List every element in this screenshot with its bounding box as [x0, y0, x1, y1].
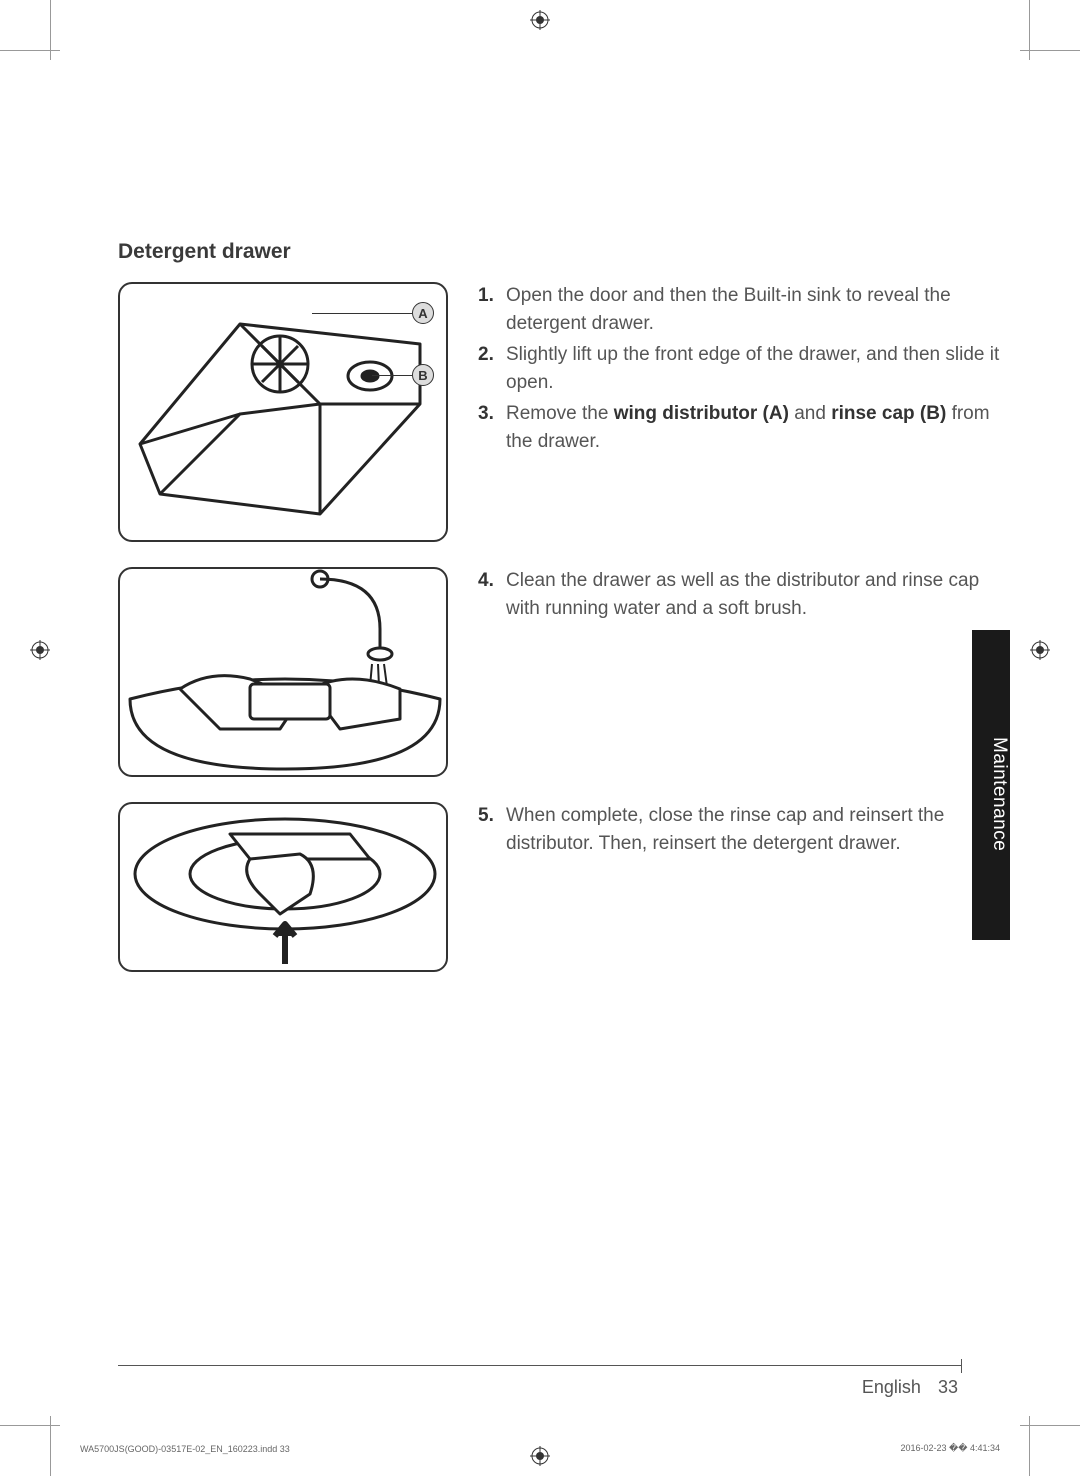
print-filename: WA5700JS(GOOD)-03517E-02_EN_160223.indd …: [80, 1444, 290, 1454]
callout-label-b: B: [412, 364, 434, 386]
step-item: 2. Slightly lift up the front edge of th…: [478, 341, 1010, 396]
step-item: 3. Remove the wing distributor (A) and r…: [478, 400, 1010, 455]
step-number: 4.: [478, 567, 506, 622]
section-tab: Maintenance: [972, 630, 1010, 940]
step-text: Open the door and then the Built-in sink…: [506, 282, 1010, 337]
step-number: 5.: [478, 802, 506, 857]
callout-label-a: A: [412, 302, 434, 324]
print-timestamp: 2016-02-23 �� 4:41:34: [900, 1443, 1000, 1454]
crop-mark: [1029, 0, 1030, 60]
footer-page-number: 33: [938, 1377, 958, 1397]
illustration-reinsert: [118, 802, 448, 972]
callout-leader: [312, 313, 412, 314]
crop-mark: [50, 0, 51, 60]
step-item: 1. Open the door and then the Built-in s…: [478, 282, 1010, 337]
step-number: 3.: [478, 400, 506, 455]
footer-language: English: [862, 1377, 921, 1397]
crop-mark: [0, 1425, 60, 1426]
step-text: Slightly lift up the front edge of the d…: [506, 341, 1010, 396]
crop-mark: [0, 50, 60, 51]
instruction-row: 4. Clean the drawer as well as the distr…: [118, 567, 1010, 777]
steps-block-1: 1. Open the door and then the Built-in s…: [478, 282, 1010, 542]
registration-mark-icon: [530, 10, 550, 30]
steps-block-2: 4. Clean the drawer as well as the distr…: [478, 567, 1010, 777]
step-bold: wing distributor (A): [614, 403, 789, 424]
steps-block-3: 5. When complete, close the rinse cap an…: [478, 802, 1010, 972]
footer-tick: [961, 1359, 962, 1373]
step-bold: rinse cap (B): [831, 403, 946, 424]
step-number: 2.: [478, 341, 506, 396]
step-number: 1.: [478, 282, 506, 337]
footer-rule: [118, 1365, 962, 1366]
illustration-cleaning: [118, 567, 448, 777]
footer-text: English 33: [862, 1377, 958, 1398]
registration-mark-icon: [30, 640, 50, 660]
step-text: Remove the wing distributor (A) and rins…: [506, 400, 1010, 455]
step-text: When complete, close the rinse cap and r…: [506, 802, 1010, 857]
instruction-row: A B 1. Open the door and then the Built-…: [118, 282, 1010, 542]
crop-mark: [1020, 1425, 1080, 1426]
step-text: Clean the drawer as well as the distribu…: [506, 567, 1010, 622]
registration-mark-icon: [530, 1446, 550, 1466]
section-title: Detergent drawer: [118, 240, 1010, 264]
step-item: 4. Clean the drawer as well as the distr…: [478, 567, 1010, 622]
step-text-mid: and: [789, 403, 831, 424]
instruction-row: 5. When complete, close the rinse cap an…: [118, 802, 1010, 972]
step-item: 5. When complete, close the rinse cap an…: [478, 802, 1010, 857]
callout-leader: [372, 375, 412, 376]
illustration-drawer-open: A B: [118, 282, 448, 542]
step-text-prefix: Remove the: [506, 403, 614, 424]
page-content: Detergent drawer A: [70, 70, 1010, 1406]
crop-mark: [1020, 50, 1080, 51]
registration-mark-icon: [1030, 640, 1050, 660]
